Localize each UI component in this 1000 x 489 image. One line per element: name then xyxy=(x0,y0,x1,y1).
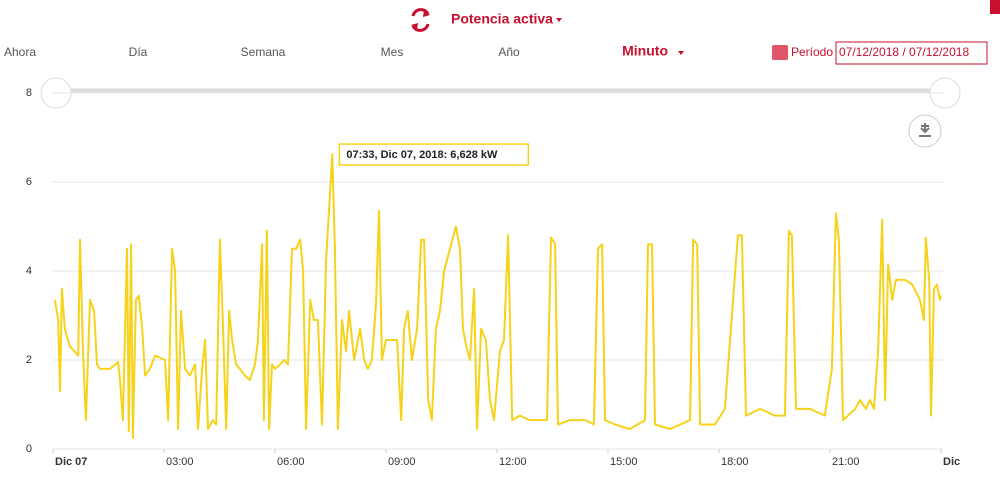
y-tick-label: 6 xyxy=(26,176,32,188)
x-tick-label: 21:00 xyxy=(832,456,860,468)
refresh-icon[interactable] xyxy=(411,8,430,32)
tooltip-text: 07:33, Dic 07, 2018: 6,628 kW xyxy=(346,149,498,161)
corner-badge xyxy=(990,0,1000,14)
y-tick-label: 0 xyxy=(26,443,32,455)
y-tick-label: 4 xyxy=(26,265,32,277)
dropdown-caret xyxy=(678,51,684,55)
calendar-icon[interactable] xyxy=(772,45,788,60)
tooltip-box xyxy=(338,143,530,166)
tab[interactable]: Año xyxy=(498,45,520,59)
x-tick-label: 03:00 xyxy=(166,456,194,468)
tab[interactable]: Semana xyxy=(241,45,286,59)
x-tick-label: 15:00 xyxy=(610,456,638,468)
x-tick-label: Dic xyxy=(943,456,960,468)
x-tick-label: Dic 07 xyxy=(55,456,87,468)
resolution[interactable]: Minuto xyxy=(622,43,668,59)
x-tick-label: 06:00 xyxy=(277,456,305,468)
y-tick-label: 2 xyxy=(26,354,32,366)
x-tick-label: 18:00 xyxy=(721,456,749,468)
period-input[interactable] xyxy=(835,41,988,65)
tab[interactable]: Ahora xyxy=(4,45,36,59)
tab[interactable]: Día xyxy=(129,45,148,59)
x-tick-label: 09:00 xyxy=(388,456,416,468)
metric-title[interactable]: Potencia activa xyxy=(451,11,553,27)
period-value[interactable]: 07/12/2018 / 07/12/2018 xyxy=(839,45,969,59)
period-label: Período xyxy=(791,45,833,59)
dropdown-caret xyxy=(556,18,562,22)
series-line xyxy=(53,153,942,439)
tooltip: 07:33, Dic 07, 2018: 6,628 kW xyxy=(338,143,530,166)
download-icon xyxy=(919,123,931,137)
y-tick-label: 8 xyxy=(26,87,32,99)
x-tick-label: 12:00 xyxy=(499,456,527,468)
tab[interactable]: Mes xyxy=(381,45,404,59)
